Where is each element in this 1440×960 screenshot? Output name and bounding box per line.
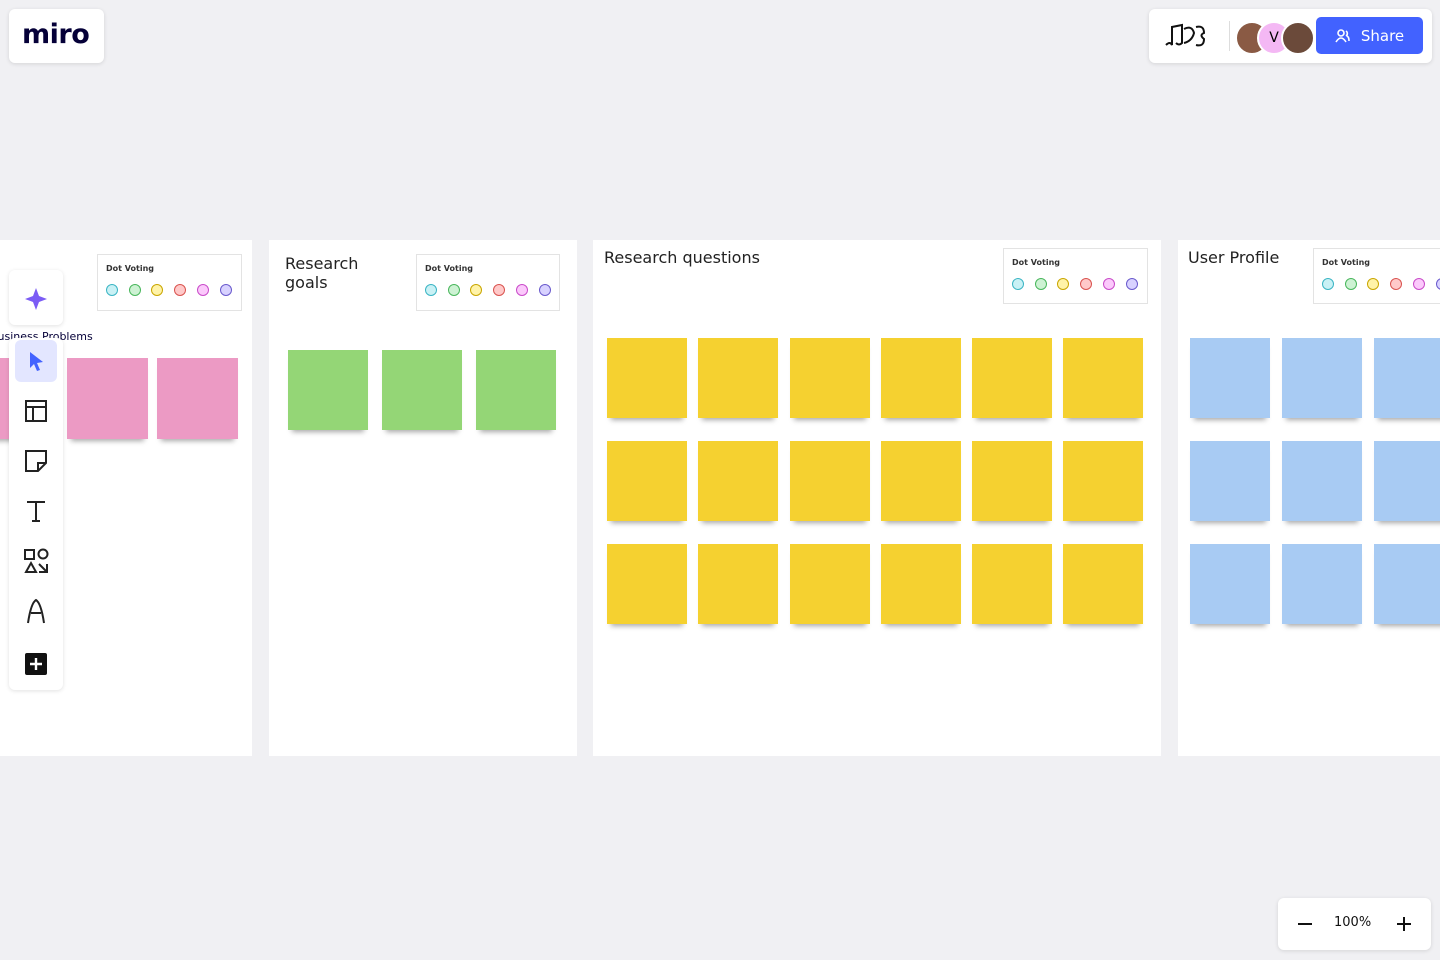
vote-dot: [106, 284, 118, 296]
select-tool[interactable]: [15, 340, 57, 382]
sticky-note: [1374, 338, 1440, 418]
vote-dot: [538, 284, 551, 296]
vote-dot: [196, 284, 209, 296]
vote-dot: [1344, 278, 1357, 290]
sticky-note: [790, 441, 870, 521]
vote-dot: [1435, 278, 1440, 290]
zoom-level[interactable]: 100%: [1334, 915, 1372, 930]
pen-tool[interactable]: [15, 590, 57, 632]
vote-dot: [219, 284, 232, 296]
dot-voting: Dot Voting: [1313, 248, 1440, 304]
sticky-note: [1190, 544, 1270, 624]
sticky-note: [1190, 441, 1270, 521]
sticky-note: [1063, 544, 1143, 624]
sticky-note: [1282, 441, 1362, 521]
sticky-note: [607, 441, 687, 521]
vote-dot: [447, 284, 460, 296]
sticky-note: [1374, 544, 1440, 624]
sticky-tool[interactable]: [15, 440, 57, 482]
board-icon[interactable]: [1163, 21, 1215, 51]
vote-dot: [1367, 278, 1380, 290]
sticky-note: [972, 338, 1052, 418]
dot-voting: Dot Voting: [1003, 248, 1148, 304]
vote-dot: [1057, 278, 1070, 290]
templates-tool[interactable]: [15, 390, 57, 432]
sticky-note: [607, 544, 687, 624]
sticky-note: [67, 358, 148, 439]
frame-title: Research goals: [285, 254, 359, 292]
sticky-note: [382, 350, 462, 430]
share-button[interactable]: Share: [1316, 17, 1423, 54]
vote-dot: [493, 284, 506, 296]
dot-voting-title: Dot Voting: [106, 264, 154, 273]
share-icon: [1335, 28, 1350, 42]
vote-dot: [425, 284, 437, 296]
sticky-note: [1282, 338, 1362, 418]
logo-panel: miro: [9, 9, 104, 63]
sticky-note: [972, 441, 1052, 521]
logo[interactable]: miro: [22, 19, 90, 50]
top-bar: V Share: [1149, 9, 1432, 63]
sticky-note: [881, 441, 961, 521]
share-label: Share: [1360, 26, 1405, 45]
sticky-note: [288, 350, 368, 430]
ai-button[interactable]: [23, 285, 49, 311]
zoom-out[interactable]: [1296, 915, 1314, 933]
frame-title: Research questions: [604, 248, 760, 267]
vote-dot: [1412, 278, 1425, 290]
sticky-note: [881, 338, 961, 418]
vote-dot: [128, 284, 141, 296]
text-tool[interactable]: [15, 490, 57, 532]
vote-dot: [174, 284, 187, 296]
vote-dot: [1102, 278, 1115, 290]
sticky-note: [476, 350, 556, 430]
shapes-tool[interactable]: [15, 540, 57, 582]
sticky-note: [1374, 441, 1440, 521]
vote-dot: [470, 284, 483, 296]
vote-dot: [151, 284, 164, 296]
dot-voting-title: Dot Voting: [425, 264, 473, 273]
vote-dot: [1322, 278, 1334, 290]
sticky-note: [881, 544, 961, 624]
zoom-panel: 100%: [1278, 898, 1431, 950]
sticky-note: [1063, 441, 1143, 521]
vote-dot: [1080, 278, 1093, 290]
dot-voting-title: Dot Voting: [1322, 258, 1370, 267]
sticky-note: [698, 441, 778, 521]
sticky-note: [698, 338, 778, 418]
sticky-note: [157, 358, 238, 439]
more-tool[interactable]: [15, 643, 57, 685]
sticky-note: [607, 338, 687, 418]
frame-title: User Profile: [1188, 248, 1280, 267]
sticky-note: [1190, 338, 1270, 418]
dot-voting-title: Dot Voting: [1012, 258, 1060, 267]
sticky-note: [698, 544, 778, 624]
ai-panel: [9, 270, 63, 325]
divider: [1229, 21, 1230, 51]
dot-voting: Dot Voting: [97, 254, 242, 311]
vote-dot: [515, 284, 528, 296]
avatar[interactable]: [1281, 21, 1315, 55]
sticky-note: [1063, 338, 1143, 418]
frame: [269, 240, 577, 756]
sticky-note: [1282, 544, 1362, 624]
vote-dot: [1125, 278, 1138, 290]
sticky-note: [972, 544, 1052, 624]
dot-voting: Dot Voting: [416, 254, 560, 311]
vote-dot: [1034, 278, 1047, 290]
vote-dot: [1012, 278, 1024, 290]
sticky-note: [790, 338, 870, 418]
vote-dot: [1390, 278, 1403, 290]
toolbar: [9, 338, 63, 690]
sticky-note: [790, 544, 870, 624]
zoom-in[interactable]: [1395, 915, 1413, 933]
